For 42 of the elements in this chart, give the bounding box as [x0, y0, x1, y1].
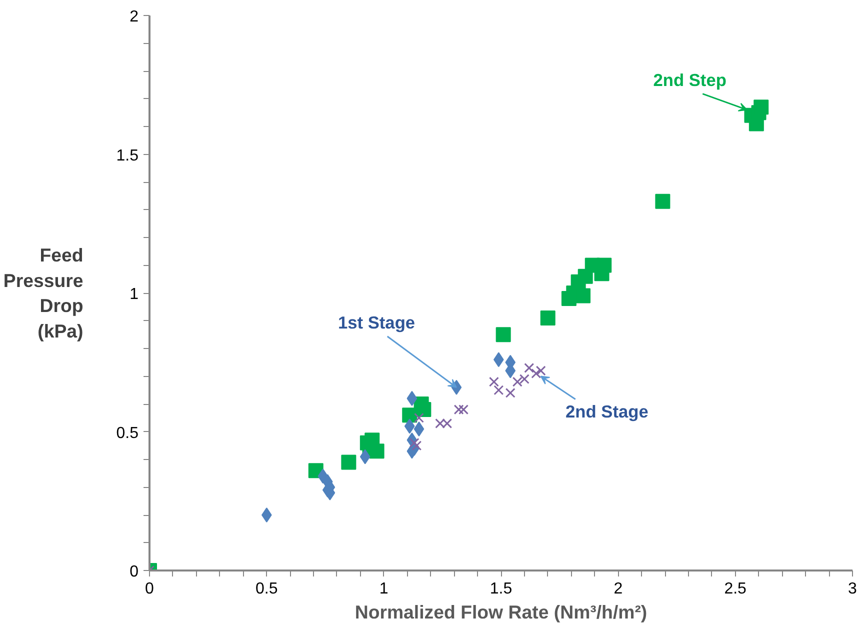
point	[524, 362, 534, 373]
annotation: 2nd Stage	[566, 401, 649, 422]
point	[458, 404, 468, 415]
y-tick-label: 0	[130, 564, 139, 580]
point	[488, 376, 499, 387]
x-tick-label: 3	[848, 580, 858, 598]
point	[262, 508, 272, 522]
y-tick-label: 1.5	[116, 147, 139, 164]
y-tick-label: 1	[130, 286, 139, 303]
point	[655, 194, 670, 209]
point	[341, 454, 356, 470]
point	[454, 404, 464, 415]
point	[531, 368, 542, 378]
y-axis-title: Feed Pressure Drop (kPa)	[3, 244, 84, 342]
x-tick-label: 1	[379, 580, 388, 598]
x-tick-label: 0.5	[256, 580, 278, 598]
annotation: 2nd Step	[653, 70, 726, 90]
point	[494, 385, 504, 396]
point	[360, 449, 370, 464]
point	[496, 327, 511, 342]
point	[754, 100, 769, 115]
x-tick-label: 2	[614, 580, 623, 598]
point	[406, 390, 418, 406]
x-tick-label: 1.5	[490, 580, 512, 598]
point	[505, 388, 516, 398]
point	[414, 412, 424, 423]
point	[409, 438, 420, 448]
point	[416, 402, 432, 418]
y-tick-label: 2	[130, 8, 139, 26]
point	[412, 440, 422, 451]
x-tick-label: 2.5	[724, 580, 747, 598]
y-tick-label: 0.5	[116, 424, 139, 442]
point	[576, 288, 591, 304]
point	[404, 418, 415, 434]
point	[596, 258, 612, 273]
point	[493, 352, 504, 368]
annotation: 1st Stage	[338, 312, 416, 332]
point	[536, 366, 546, 376]
x-tick-label: 0	[145, 580, 154, 598]
point	[540, 310, 556, 326]
point	[414, 421, 424, 436]
x-axis-title: Normalized Flow Rate (Nm³/h/m²)	[354, 602, 648, 622]
